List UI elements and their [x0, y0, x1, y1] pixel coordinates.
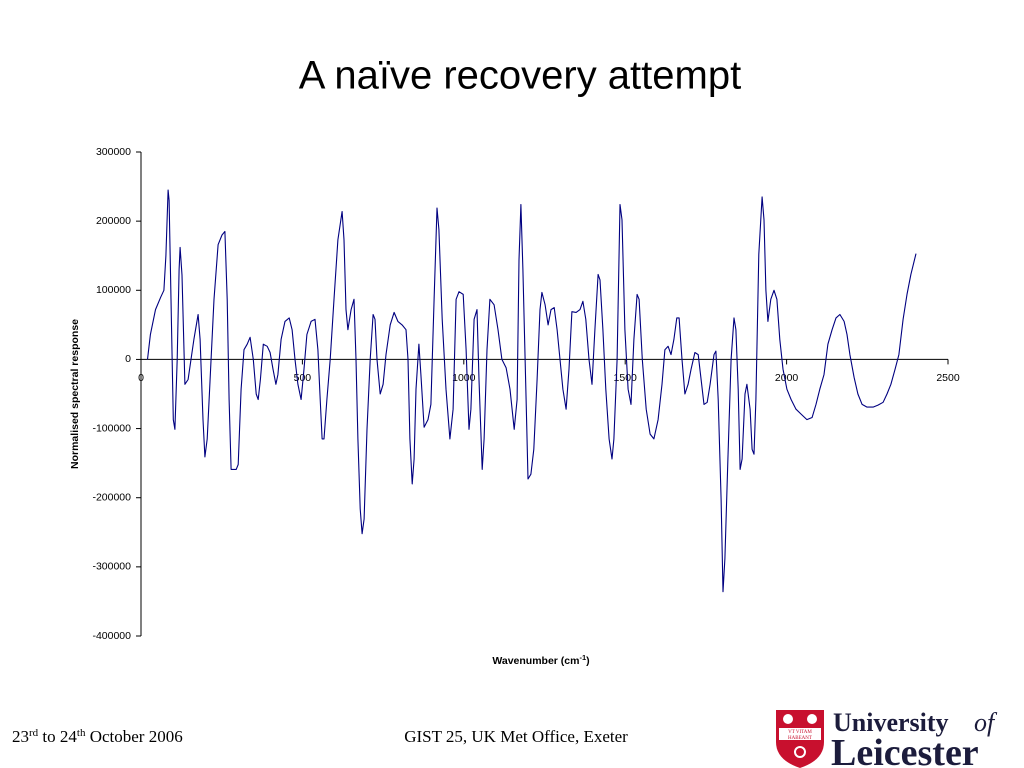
slide-title: A naïve recovery attempt	[299, 54, 741, 98]
x-axis-label-sup: -1	[579, 653, 586, 662]
y-axis-label: Normalised spectral response	[69, 319, 81, 469]
footer-date-part: to 24	[38, 727, 77, 746]
logo-horseshoe	[794, 746, 806, 758]
y-tick-label: -300000	[92, 561, 131, 573]
footer-date-sup: rd	[29, 727, 39, 739]
footer-date-part: October 2006	[85, 727, 182, 746]
y-tick-label: 300000	[96, 146, 131, 158]
logo-of: of	[974, 708, 998, 737]
data-line	[146, 189, 917, 593]
logo-rose	[807, 714, 817, 724]
logo-motto: VT VITAM	[788, 730, 812, 735]
footer-date: 23rd to 24th October 2006	[12, 727, 183, 746]
footer-date-part: 23	[12, 727, 29, 746]
x-tick-label: 1500	[614, 372, 638, 384]
logo-motto: HABEANT	[788, 736, 812, 741]
logo-name: Leicester	[831, 732, 979, 768]
logo: VT VITAM HABEANT University of Leicester	[776, 708, 998, 768]
x-tick-label: 1000	[452, 372, 476, 384]
y-tick-label: 200000	[96, 215, 131, 227]
x-tick-label: 2500	[936, 372, 960, 384]
logo-motto-band	[779, 728, 821, 740]
x-axis-label-text: Wavenumber (cm	[492, 655, 579, 667]
y-tick-label: -200000	[92, 491, 131, 503]
x-axis-label: Wavenumber (cm-1)	[492, 653, 589, 668]
logo-university: University	[833, 708, 949, 737]
y-tick-label: -100000	[92, 422, 131, 434]
x-tick-label: 2000	[775, 372, 799, 384]
x-tick-label: 0	[138, 372, 144, 384]
footer-event: GIST 25, UK Met Office, Exeter	[404, 727, 628, 746]
y-tick-label: 100000	[96, 284, 131, 296]
y-tick-label: -400000	[92, 630, 131, 642]
y-tick-label: 0	[125, 353, 131, 365]
logo-rose	[783, 714, 793, 724]
x-axis-label-end: )	[586, 655, 590, 667]
footer-date-sup: th	[77, 727, 86, 739]
